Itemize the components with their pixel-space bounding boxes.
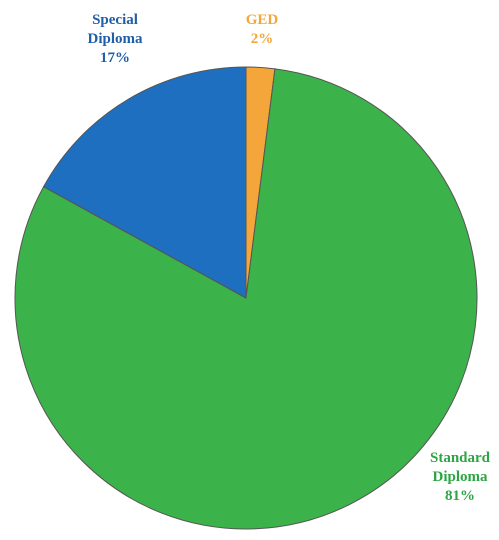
slice-label-standard-diploma: Standard Diploma 81%	[430, 450, 491, 504]
slice-name-special-diploma: Diploma	[87, 31, 143, 47]
slice-name-standard-diploma: Standard	[430, 450, 491, 466]
slice-standard-diploma	[14, 68, 478, 530]
slice-name-ged: GED	[246, 12, 279, 28]
slice-value-ged: 2%	[251, 31, 274, 47]
slice-special-diploma	[42, 66, 247, 299]
slice-name-standard-diploma: Diploma	[432, 469, 488, 485]
slice-value-standard-diploma: 81%	[445, 488, 475, 504]
pie-labels: GED 2% Standard Diploma 81% Special Diploma 17%	[87, 12, 490, 504]
pie-slices	[14, 66, 478, 530]
slice-label-special-diploma: Special Diploma 17%	[87, 12, 143, 66]
slice-name-special-diploma: Special	[92, 12, 138, 28]
slice-value-special-diploma: 17%	[100, 50, 130, 66]
slice-label-ged: GED 2%	[246, 12, 279, 47]
